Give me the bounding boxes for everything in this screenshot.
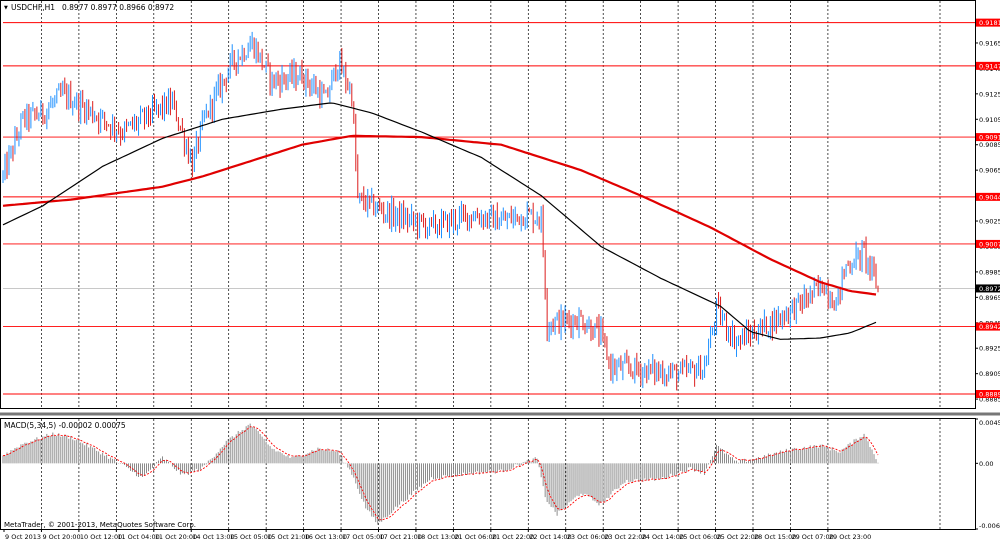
symbol-label: USDCHF,H1 [11,3,55,12]
price-tick-label: 0.9165 [979,39,1000,47]
level-price-label: 0.9181 [979,19,1000,27]
time-tick-label: 9 Oct 20:00 [42,533,80,541]
symbol-arrow-icon[interactable]: ▼ [4,5,8,11]
level-price-label: 0.9147 [979,62,1000,70]
current-price-box [976,284,1000,293]
time-tick-label: 9 Oct 2013 [5,533,41,541]
price-tick-label: 0.8925 [979,345,1000,353]
copyright-text: MetaTrader, © 2001-2013, MetaQuotes Soft… [4,521,196,529]
time-tick-label: 15 Oct 05:00 [230,533,272,541]
price-tick-label: 0.8985 [979,268,1000,276]
ohlc-label: 0.8977 0.8977 0.8966 0.8972 [62,3,174,12]
time-tick-label: 18 Oct 13:00 [417,533,459,541]
time-tick-label: 22 Oct 14:00 [529,533,571,541]
current-price-label: 0.8972 [979,285,1000,293]
level-price-box [976,133,1000,142]
level-price-label: 0.9044 [979,193,1000,201]
level-price-label: 0.9091 [979,134,1000,142]
price-tick-label: 0.9065 [979,167,1000,175]
macd-signal-line [2,426,879,521]
time-tick-label: 15 Oct 21:00 [267,533,309,541]
macd-histogram [2,423,879,525]
level-price-box [976,239,1000,248]
ma-red-line [2,134,877,296]
moving-averages [2,102,877,340]
level-lines [3,22,975,395]
level-price-label: 0.8889 [979,391,1000,399]
macd-tick-label: 0.00451 [979,419,1000,427]
time-tick-label: 28 Oct 15:00 [754,533,796,541]
price-tick-label: 0.9025 [979,218,1000,226]
price-tick-label: 0.8885 [979,396,1000,404]
time-tick-label: 17 Oct 05:00 [342,533,384,541]
time-tick-label: 23 Oct 06:00 [567,533,609,541]
time-tick-label: 25 Oct 22:00 [717,533,759,541]
level-price-label: 0.8942 [979,323,1000,331]
time-tick-label: 16 Oct 13:00 [305,533,347,541]
price-axis: 0.91650.91450.91250.91050.90850.90650.90… [975,18,1000,404]
level-price-box [976,322,1000,331]
price-tick-label: 0.9085 [979,141,1000,149]
candles [2,31,879,391]
time-tick-label: 29 Oct 23:00 [829,533,871,541]
time-tick-label: 17 Oct 21:00 [380,533,422,541]
price-tick-label: 0.9105 [979,116,1000,124]
time-tick-label: 25 Oct 06:00 [679,533,721,541]
price-tick-label: 0.9125 [979,90,1000,98]
main-panel-frame [0,0,976,409]
ma-black-line [2,102,877,340]
macd-tick-label: 0.00 [979,460,993,468]
level-price-box [976,390,1000,399]
level-price-box [976,61,1000,70]
time-tick-label: 23 Oct 22:00 [604,533,646,541]
macd-panel-frame [0,418,976,530]
price-tick-label: 0.8905 [979,370,1000,378]
time-tick-label: 10 Oct 12:00 [80,533,122,541]
macd-axis: 0.00451 0.00 -0.00668 [975,418,1000,530]
macd-tick-label: -0.00668 [979,522,1000,530]
time-tick-label: 11 Oct 20:00 [155,533,197,541]
level-price-box [976,18,1000,27]
price-tick-label: 0.8965 [979,294,1000,302]
time-tick-label: 14 Oct 13:00 [192,533,234,541]
time-tick-label: 21 Oct 06:00 [454,533,496,541]
macd-title: MACD(5,34,5) -0.00002 0.00075 [4,421,126,430]
time-tick-label: 24 Oct 14:00 [642,533,684,541]
time-tick-label: 11 Oct 04:00 [117,533,159,541]
level-price-label: 0.9007 [979,240,1000,248]
time-tick-label: 21 Oct 22:00 [492,533,534,541]
time-tick-label: 29 Oct 07:00 [791,533,833,541]
level-price-box [976,192,1000,201]
